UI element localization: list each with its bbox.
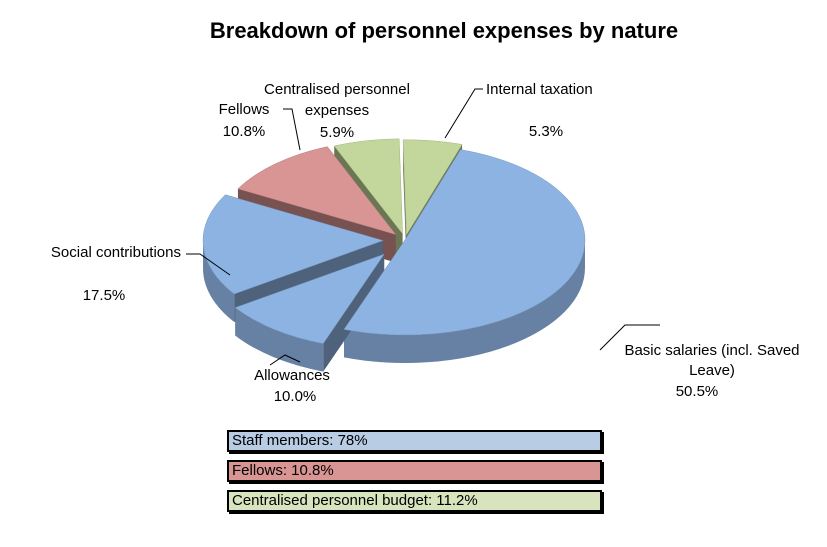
value-social-contributions: 17.5%	[83, 287, 126, 304]
slice-wall-basic-salaries-0	[344, 240, 585, 363]
label-basic-salaries-line1: Basic salaries (incl. Saved	[624, 342, 799, 359]
label-centralised-line1: Centralised personnel	[264, 81, 410, 98]
chart-title: Breakdown of personnel expenses by natur…	[210, 18, 678, 43]
leader-line-internal-taxation	[444, 88, 483, 139]
legend-staff-members: Staff members: 78%	[227, 430, 602, 452]
leader-line-allowances	[269, 354, 301, 366]
value-centralised: 5.9%	[320, 124, 354, 141]
leader-line-basic-salaries	[599, 324, 660, 351]
value-allowances: 10.0%	[274, 388, 317, 405]
leader-lines	[186, 88, 660, 366]
label-centralised-line2: expenses	[305, 102, 369, 119]
slice-internal-taxation	[402, 139, 463, 236]
leader-line-fellows	[283, 108, 301, 151]
leader-line-social-contributions	[186, 253, 231, 276]
slice-social-contributions	[202, 194, 384, 295]
value-internal-taxation: 5.3%	[529, 123, 563, 140]
value-basic-salaries: 50.5%	[676, 383, 719, 400]
label-internal-taxation: Internal taxation	[486, 81, 593, 98]
slice-labels: Basic salaries (incl. Saved Leave) 50.5%…	[51, 81, 800, 405]
label-allowances: Allowances	[254, 367, 330, 384]
label-basic-salaries-line2: Leave)	[689, 362, 735, 379]
slice-wall-social-contributions-0	[203, 240, 235, 322]
pie-slices	[202, 138, 586, 372]
slice-centralised	[333, 138, 403, 235]
label-fellows: Fellows	[219, 101, 270, 118]
slice-basic-salaries	[343, 149, 586, 336]
slice-wall-allowances-0	[235, 307, 324, 372]
legend-centralised-budget: Centralised personnel budget: 11.2%	[227, 490, 602, 512]
slice-fellows	[237, 146, 397, 235]
value-fellows: 10.8%	[223, 123, 266, 140]
slice-allowances	[234, 253, 385, 344]
legend-fellows: Fellows: 10.8%	[227, 460, 602, 482]
label-social-contributions: Social contributions	[51, 244, 181, 261]
